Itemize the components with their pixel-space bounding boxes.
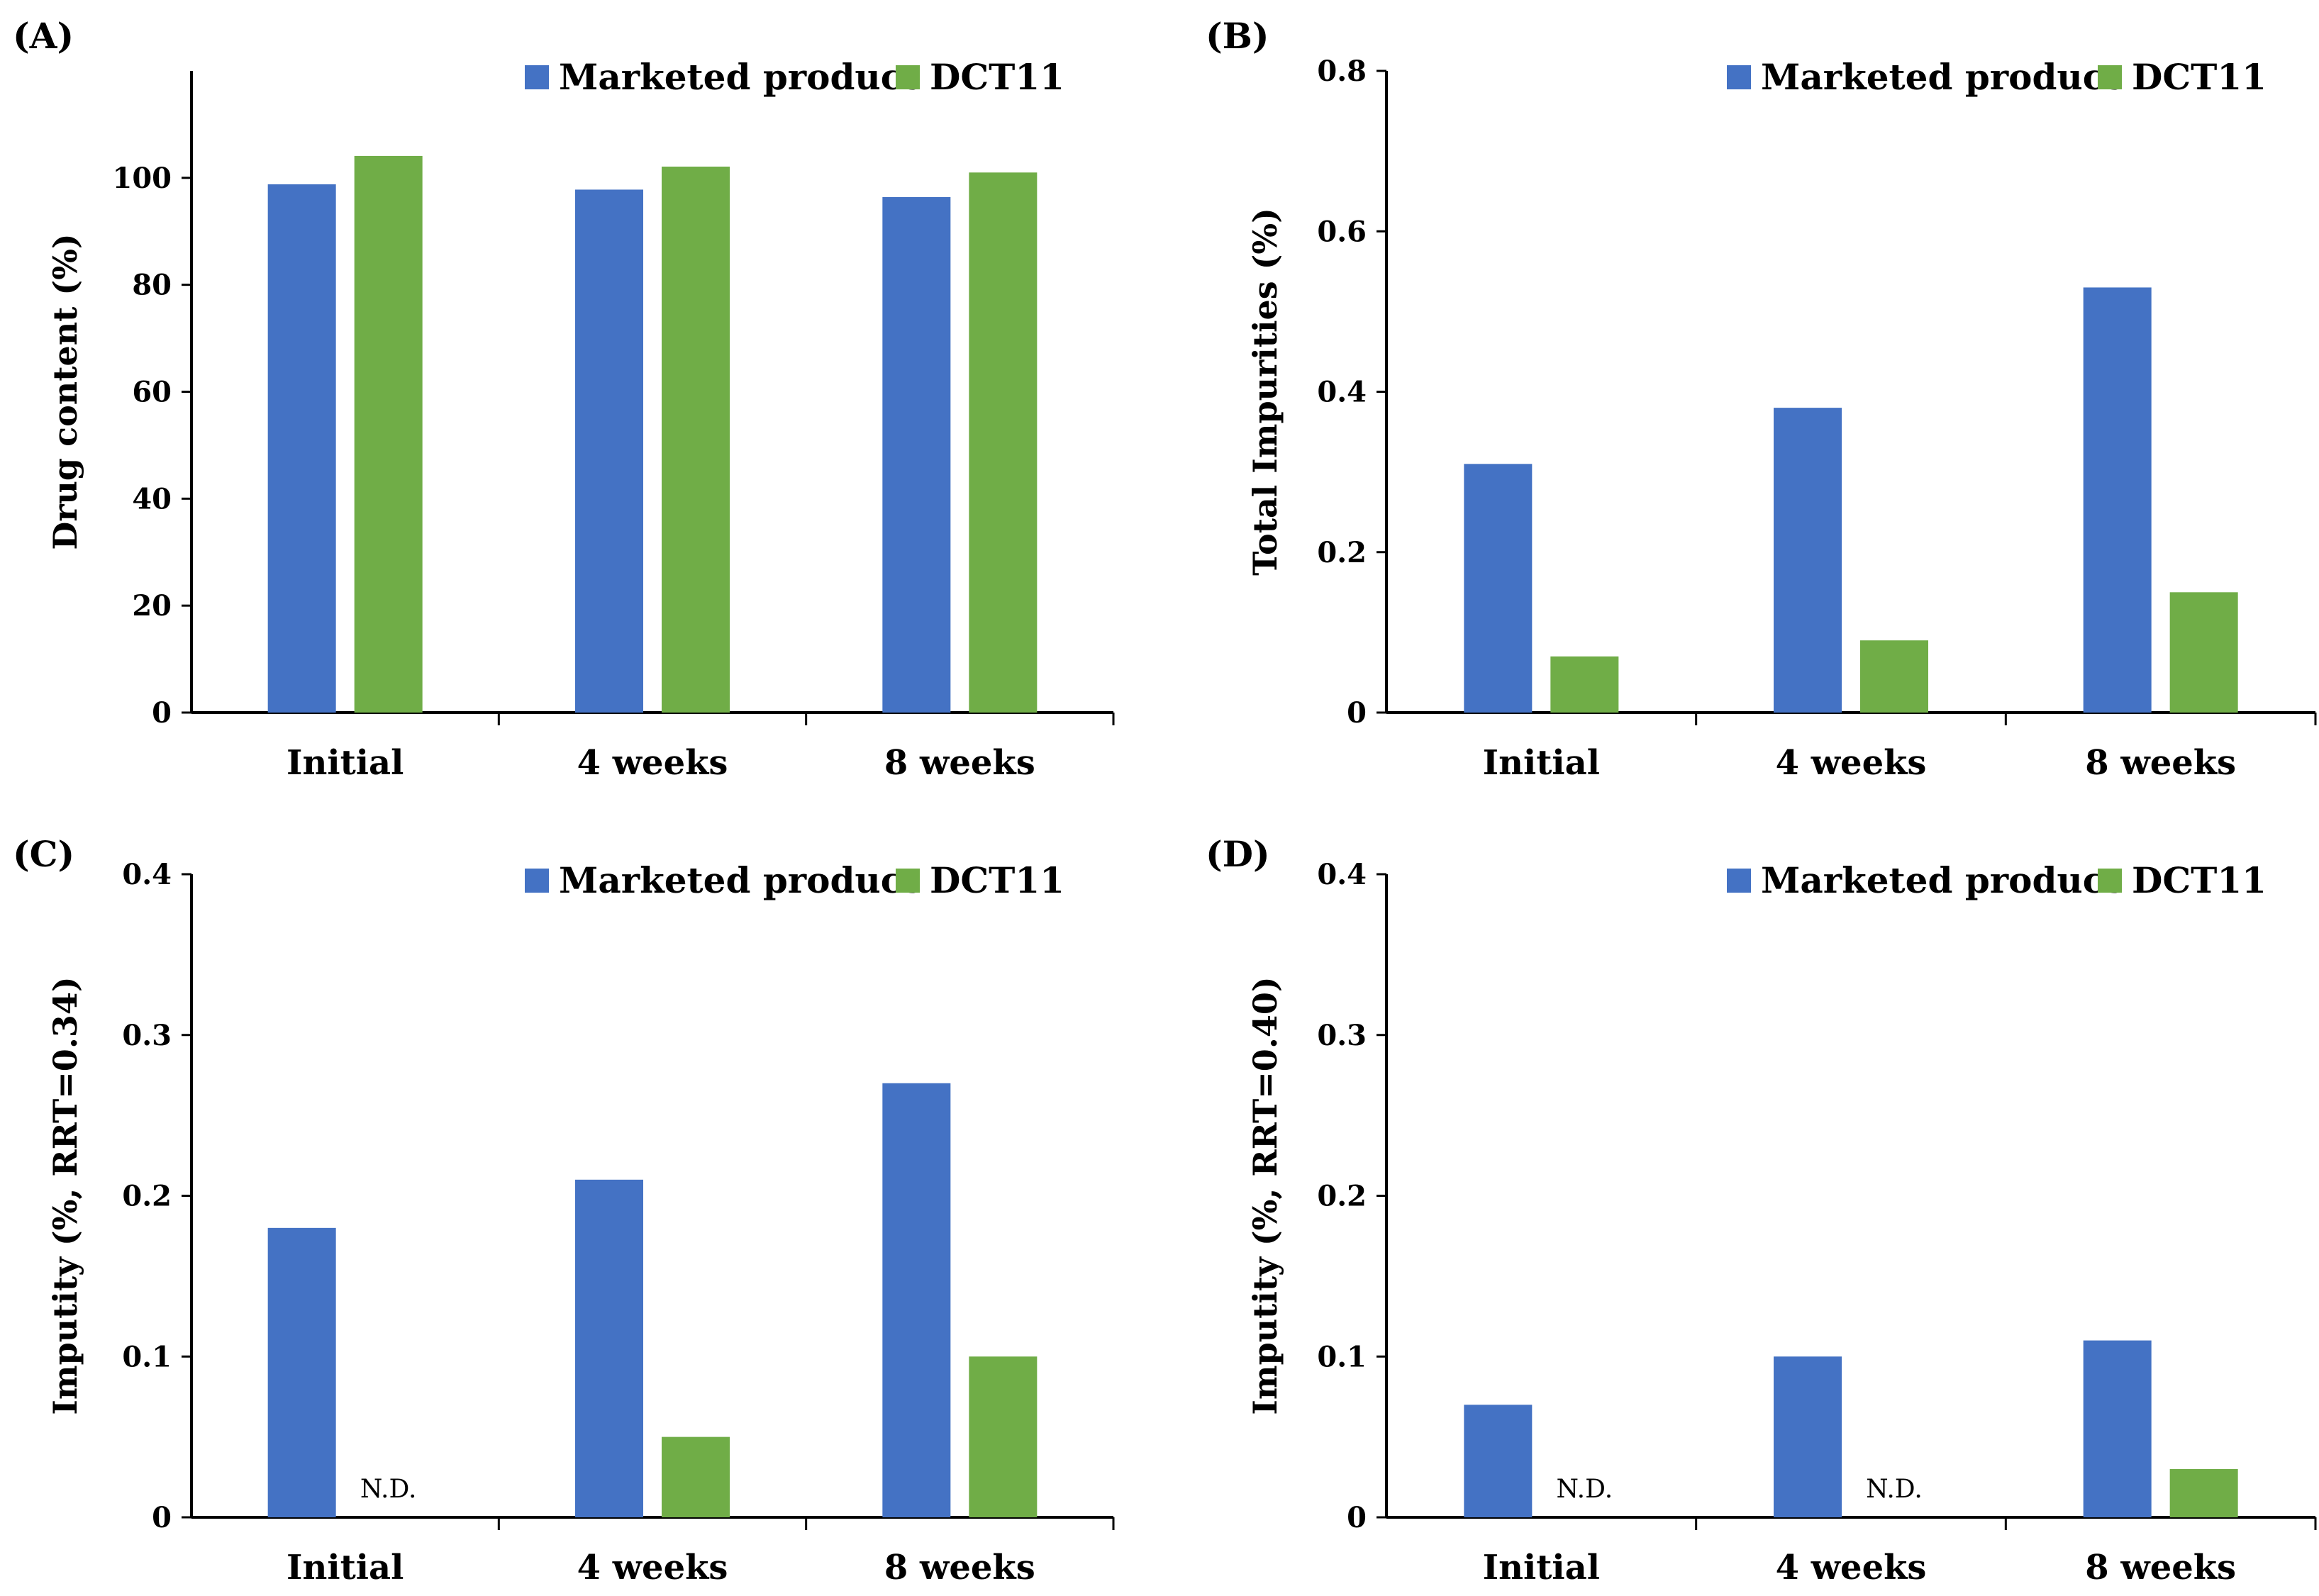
nd-label: N.D. bbox=[360, 1475, 417, 1504]
bar-marketed-product bbox=[2083, 287, 2152, 713]
y-tick-label: 80 bbox=[132, 269, 172, 302]
panel-label: (A) bbox=[13, 15, 74, 57]
chart-panel-a: (A) Drug content (%) 0 20 40 60 80 100 Initial 4 … bbox=[13, 15, 1115, 783]
y-tick-label: 0.3 bbox=[1317, 1019, 1367, 1052]
x-category-label: Initial bbox=[287, 1548, 404, 1587]
y-tick-label: 0.4 bbox=[1317, 376, 1367, 409]
bar-marketed-product bbox=[267, 184, 336, 713]
y-tick-label: 40 bbox=[132, 482, 172, 515]
x-category-label: Initial bbox=[1483, 743, 1600, 783]
x-category-label: Initial bbox=[1483, 1548, 1600, 1587]
bar-marketed-product bbox=[882, 1083, 951, 1517]
x-category-label: 8 weeks bbox=[2085, 1548, 2236, 1587]
legend-label-dct11: DCT11 bbox=[930, 859, 1064, 901]
legend-swatch-dct11 bbox=[896, 869, 920, 893]
y-tick-label: 0.2 bbox=[1317, 1180, 1367, 1213]
x-category-label: 4 weeks bbox=[1776, 1548, 1927, 1587]
panel-label: (B) bbox=[1206, 15, 1269, 57]
y-axis-title: Drug content (%) bbox=[46, 233, 84, 549]
bar-dct11 bbox=[1860, 640, 1928, 713]
y-tick-label: 20 bbox=[132, 589, 172, 623]
chart-panel-b: (B) Total Impurities (%) 0 0.2 0.4 0.6 0.8 Init… bbox=[1206, 15, 2317, 783]
legend: Marketed product DCT11 bbox=[525, 56, 1064, 98]
bar-dct11 bbox=[2169, 592, 2238, 713]
legend-swatch-marketed-product bbox=[525, 65, 549, 89]
y-tick-label: 0.2 bbox=[122, 1180, 172, 1213]
y-tick-label: 0.4 bbox=[122, 858, 172, 891]
x-category-label: Initial bbox=[287, 743, 404, 783]
legend-swatch-marketed-product bbox=[1727, 869, 1751, 893]
bar-dct11 bbox=[1550, 656, 1619, 713]
y-tick-label: 0.1 bbox=[1317, 1340, 1367, 1373]
x-category-label: 4 weeks bbox=[577, 1548, 728, 1587]
bar-marketed-product bbox=[1464, 1405, 1533, 1517]
bar-marketed-product bbox=[575, 189, 643, 713]
bar-marketed-product bbox=[1774, 408, 1842, 713]
y-tick-label: 0.4 bbox=[1317, 858, 1367, 891]
y-tick-label: 0.8 bbox=[1317, 55, 1367, 88]
y-tick-label: 0 bbox=[1347, 696, 1367, 730]
chart-panel-d: (D) Imputity (%, RRT=0.40) 0 0.1 0.2 0.3 0.4 In… bbox=[1206, 833, 2317, 1587]
x-category-label: 8 weeks bbox=[2085, 743, 2236, 783]
legend-swatch-marketed-product bbox=[1727, 65, 1751, 89]
y-tick-label: 0.6 bbox=[1317, 215, 1367, 248]
legend-swatch-dct11 bbox=[2098, 65, 2122, 89]
y-tick-label: 0 bbox=[152, 1501, 172, 1534]
legend: Marketed product DCT11 bbox=[1727, 56, 2267, 98]
bar-dct11 bbox=[662, 166, 730, 713]
legend-label-marketed-product: Marketed product bbox=[1761, 859, 2120, 901]
legend-label-marketed-product: Marketed product bbox=[559, 56, 918, 98]
y-axis-title: Imputity (%, RRT=0.40) bbox=[1246, 976, 1284, 1414]
y-tick-label: 100 bbox=[113, 162, 172, 195]
y-tick-label: 0.1 bbox=[122, 1340, 172, 1373]
y-tick-label: 0.3 bbox=[122, 1019, 172, 1052]
bar-dct11 bbox=[969, 172, 1038, 713]
legend-label-marketed-product: Marketed product bbox=[1761, 56, 2120, 98]
panel-label: (D) bbox=[1206, 833, 1270, 875]
bar-marketed-product bbox=[2083, 1340, 2152, 1517]
legend: Marketed product DCT11 bbox=[1727, 859, 2267, 901]
legend-label-dct11: DCT11 bbox=[930, 56, 1064, 98]
y-tick-label: 0 bbox=[1347, 1501, 1367, 1534]
chart-panel-c: (C) Imputity (%, RRT=0.34) 0 0.1 0.2 0.3 0.4 In… bbox=[13, 833, 1115, 1587]
nd-label: N.D. bbox=[1556, 1475, 1613, 1504]
bar-marketed-product bbox=[882, 196, 951, 713]
legend: Marketed product DCT11 bbox=[525, 859, 1064, 901]
bar-dct11 bbox=[2169, 1468, 2238, 1517]
y-tick-label: 60 bbox=[132, 376, 172, 409]
legend-label-dct11: DCT11 bbox=[2132, 859, 2267, 901]
x-category-label: 4 weeks bbox=[1776, 743, 1927, 783]
x-category-label: 8 weeks bbox=[884, 743, 1035, 783]
legend-label-marketed-product: Marketed product bbox=[559, 859, 918, 901]
bar-marketed-product bbox=[1774, 1356, 1842, 1517]
nd-label: N.D. bbox=[1866, 1475, 1923, 1504]
panel-label: (C) bbox=[13, 833, 74, 875]
bar-marketed-product bbox=[1464, 464, 1533, 713]
x-category-label: 8 weeks bbox=[884, 1548, 1035, 1587]
y-axis-title: Imputity (%, RRT=0.34) bbox=[46, 976, 84, 1414]
bar-dct11 bbox=[354, 155, 423, 713]
bar-dct11 bbox=[969, 1356, 1038, 1517]
bar-marketed-product bbox=[575, 1179, 643, 1517]
legend-label-dct11: DCT11 bbox=[2132, 56, 2267, 98]
x-category-label: 4 weeks bbox=[577, 743, 728, 783]
bar-marketed-product bbox=[267, 1227, 336, 1517]
bar-dct11 bbox=[662, 1436, 730, 1517]
legend-swatch-dct11 bbox=[896, 65, 920, 89]
y-axis-title: Total Impurities (%) bbox=[1246, 208, 1284, 576]
legend-swatch-dct11 bbox=[2098, 869, 2122, 893]
legend-swatch-marketed-product bbox=[525, 869, 549, 893]
y-tick-label: 0.2 bbox=[1317, 536, 1367, 569]
y-tick-label: 0 bbox=[152, 696, 172, 730]
